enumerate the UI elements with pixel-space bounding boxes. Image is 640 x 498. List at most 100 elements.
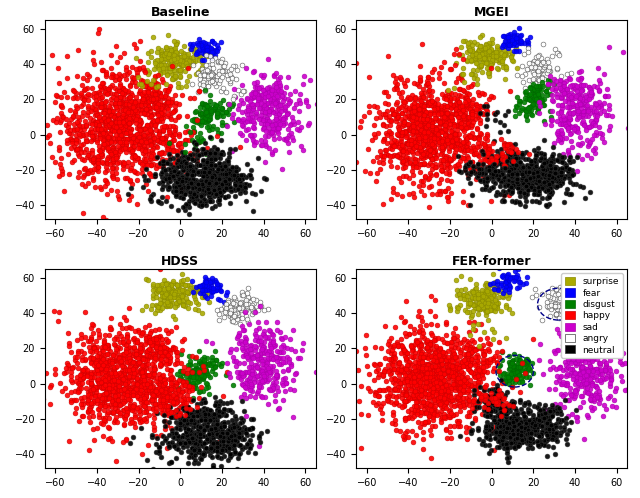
Point xyxy=(471,301,481,309)
Point xyxy=(221,174,231,182)
Point xyxy=(378,155,388,163)
Point xyxy=(221,168,231,176)
Point xyxy=(259,102,269,110)
Point xyxy=(481,297,491,305)
Point xyxy=(145,84,155,92)
Point xyxy=(168,173,179,181)
Point xyxy=(108,351,118,359)
Point xyxy=(435,373,445,381)
Point xyxy=(206,415,216,423)
Point xyxy=(537,78,547,86)
Point xyxy=(166,408,177,416)
Point xyxy=(436,374,446,381)
Point xyxy=(442,122,452,130)
Point xyxy=(515,396,525,404)
Point xyxy=(230,306,241,314)
Point xyxy=(564,174,574,182)
Point xyxy=(481,286,491,294)
Point xyxy=(543,288,553,296)
Point xyxy=(420,418,430,426)
Point xyxy=(395,379,405,387)
Point xyxy=(280,114,290,122)
Point xyxy=(383,347,394,355)
Point xyxy=(179,172,189,180)
Point xyxy=(218,178,228,186)
Point xyxy=(157,396,168,404)
Point xyxy=(425,134,435,142)
Point xyxy=(117,121,127,128)
Point xyxy=(243,125,253,133)
Point xyxy=(540,419,550,427)
Point xyxy=(164,439,174,447)
Point xyxy=(388,392,398,400)
Point xyxy=(414,336,424,344)
Point xyxy=(372,103,382,111)
Point xyxy=(159,285,169,293)
Point xyxy=(253,378,263,386)
Point xyxy=(572,359,582,367)
Point xyxy=(527,426,537,434)
Point xyxy=(275,73,285,81)
Point xyxy=(200,109,211,117)
Point xyxy=(396,379,406,387)
Point xyxy=(217,432,227,440)
Point xyxy=(549,174,559,182)
Point xyxy=(392,386,402,394)
Point xyxy=(397,141,408,149)
Point xyxy=(100,168,110,176)
Point xyxy=(451,370,461,377)
Point xyxy=(470,293,480,301)
Point xyxy=(104,102,115,110)
Point xyxy=(237,445,247,453)
Point xyxy=(174,146,184,154)
Point xyxy=(188,412,198,420)
Point xyxy=(254,371,264,378)
Point xyxy=(204,43,214,51)
Point xyxy=(422,126,432,134)
Point xyxy=(159,166,170,174)
Point xyxy=(245,342,255,350)
Point xyxy=(153,343,163,351)
Point xyxy=(97,356,107,364)
Point xyxy=(122,138,132,146)
Point xyxy=(285,385,296,393)
Point xyxy=(125,386,135,394)
Point xyxy=(436,361,446,369)
Point xyxy=(108,108,118,116)
Point xyxy=(589,404,599,412)
Point xyxy=(278,89,289,97)
Point xyxy=(575,364,586,372)
Point xyxy=(408,342,419,350)
Point xyxy=(226,187,236,195)
Point xyxy=(546,164,556,172)
Point xyxy=(177,367,188,375)
Point xyxy=(127,402,138,410)
Point xyxy=(591,112,602,120)
Point xyxy=(262,359,273,367)
Point xyxy=(505,420,515,428)
Point xyxy=(545,190,556,198)
Point xyxy=(90,392,100,400)
Point xyxy=(474,62,484,70)
Point xyxy=(122,355,132,363)
Point xyxy=(531,86,541,94)
Point xyxy=(510,403,520,411)
Point xyxy=(540,409,550,417)
Point xyxy=(128,351,138,359)
Point xyxy=(483,69,493,77)
Point xyxy=(436,402,446,410)
Point xyxy=(470,111,481,119)
Point xyxy=(170,188,180,196)
Point xyxy=(101,121,111,128)
Point xyxy=(494,436,504,444)
Point xyxy=(465,361,475,369)
Point xyxy=(413,362,424,370)
Point xyxy=(197,65,207,73)
Point xyxy=(577,378,587,386)
Point xyxy=(278,354,289,362)
Point xyxy=(490,154,500,162)
Point xyxy=(422,370,432,377)
Point xyxy=(180,50,190,58)
Point xyxy=(160,67,170,75)
Point xyxy=(132,355,143,363)
